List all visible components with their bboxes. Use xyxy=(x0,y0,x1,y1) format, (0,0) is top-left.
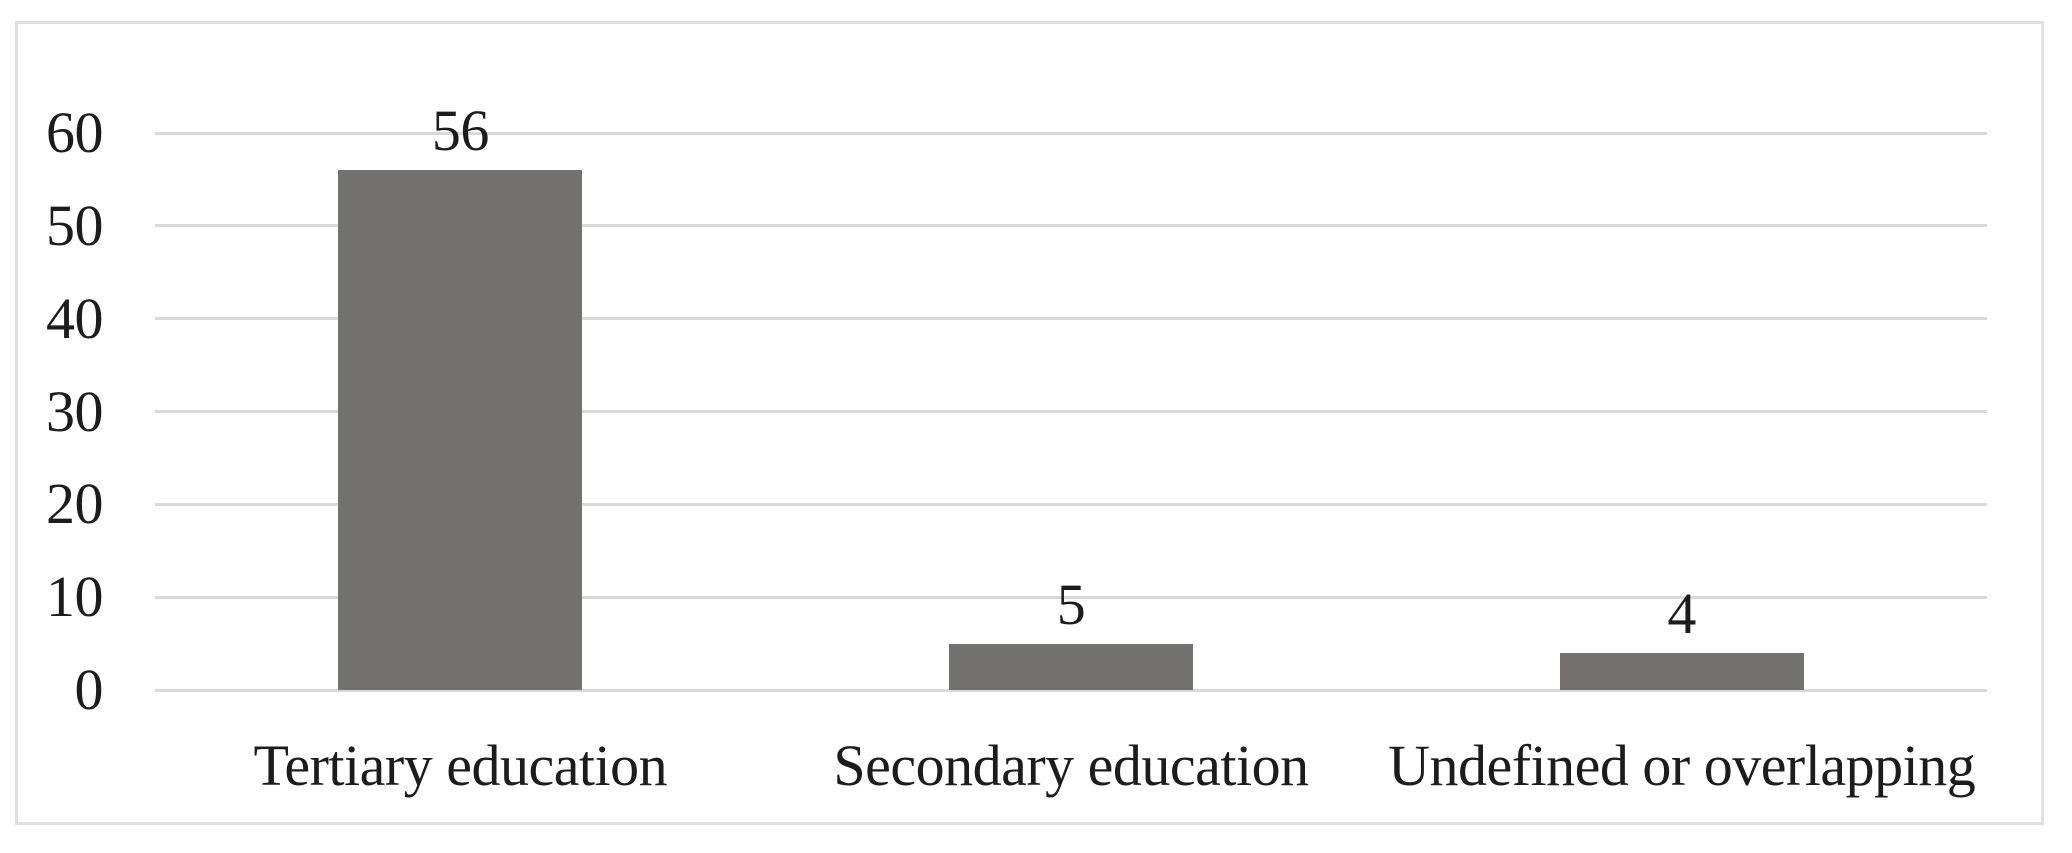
x-category-label: Undefined or overlapping xyxy=(1388,733,1976,798)
y-tick-label: 0 xyxy=(74,657,104,722)
bar-value-label: 5 xyxy=(1056,571,1086,637)
y-tick-label: 30 xyxy=(46,378,104,444)
y-tick-label: 10 xyxy=(46,564,104,630)
bar xyxy=(949,643,1193,690)
bar xyxy=(338,170,583,690)
gridline xyxy=(155,317,1987,321)
y-tick-label: 60 xyxy=(46,100,104,165)
y-tick-label: 50 xyxy=(46,192,104,258)
y-tick-label: 20 xyxy=(46,471,104,537)
bar-value-label: 56 xyxy=(431,98,490,164)
gridline xyxy=(155,410,1987,413)
gridline xyxy=(155,224,1987,228)
gridline xyxy=(155,595,1987,599)
gridline xyxy=(155,688,1987,692)
bar-value-label: 4 xyxy=(1667,580,1696,646)
bar xyxy=(1559,652,1804,690)
x-category-label: Secondary education xyxy=(833,733,1309,798)
x-category-label: Tertiary education xyxy=(253,733,668,798)
y-tick-label: 40 xyxy=(46,285,104,351)
gridline xyxy=(155,502,1987,506)
gridline xyxy=(155,131,1987,135)
